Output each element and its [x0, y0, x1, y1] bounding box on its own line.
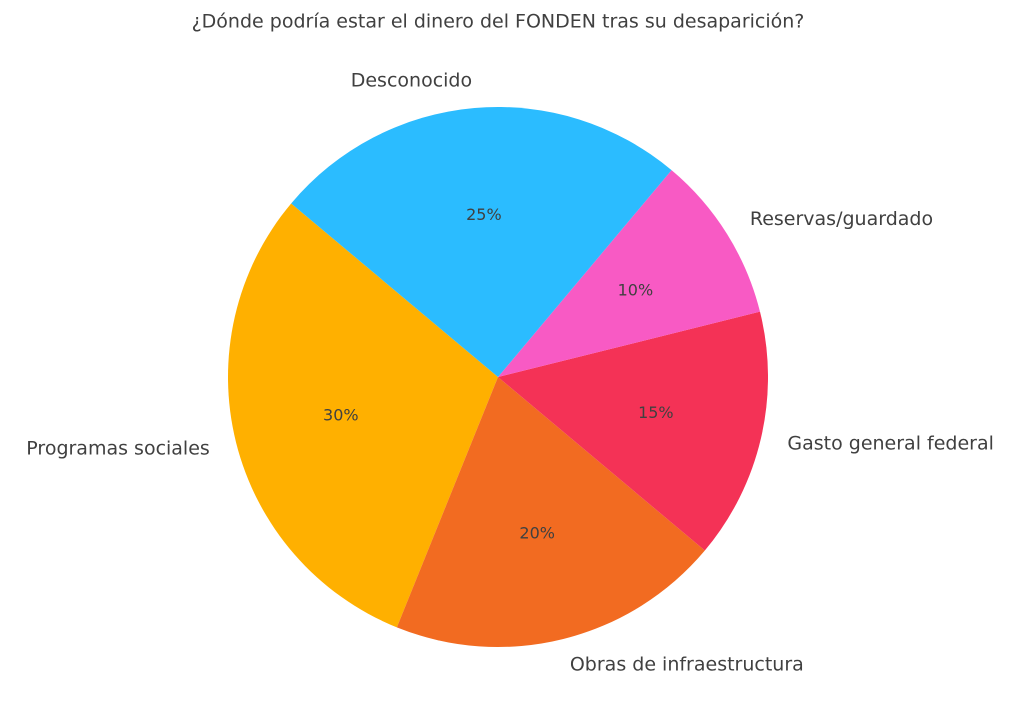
- pie-slice: [396, 377, 705, 647]
- slice-label: Gasto general federal: [787, 432, 994, 454]
- chart-title: ¿Dónde podría estar el dinero del FONDEN…: [192, 11, 805, 33]
- slice-label: Reservas/guardado: [750, 208, 933, 230]
- pie-slice: [498, 170, 760, 377]
- value-label: 30%: [323, 406, 359, 425]
- slice-label: Programas sociales: [26, 437, 210, 459]
- value-label: 10%: [618, 281, 654, 300]
- slice-label: Desconocido: [351, 70, 472, 92]
- value-label: 15%: [638, 403, 674, 422]
- pie-slice: [227, 203, 498, 628]
- value-label: 25%: [466, 205, 502, 224]
- pie-slice: [291, 107, 672, 378]
- slice-label: Obras de infraestructura: [570, 654, 804, 676]
- value-label: 20%: [519, 524, 555, 543]
- pie-slice: [498, 311, 768, 551]
